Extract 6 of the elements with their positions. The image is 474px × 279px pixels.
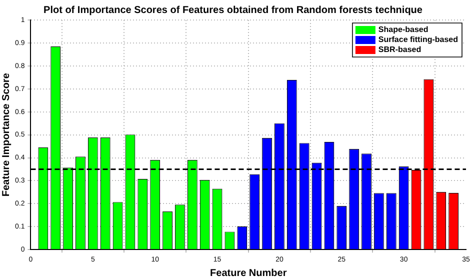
legend-label: Surface fitting-based — [378, 35, 458, 44]
chart-title: Plot of Importance Scores of Features obtained from Random forests technique — [44, 4, 423, 16]
legend-label: SBR-based — [378, 45, 422, 54]
x-axis-title: Feature Number — [210, 268, 287, 279]
legend-label: Shape-based — [378, 25, 428, 34]
y-axis-title: Feature Importance Score — [0, 72, 12, 196]
